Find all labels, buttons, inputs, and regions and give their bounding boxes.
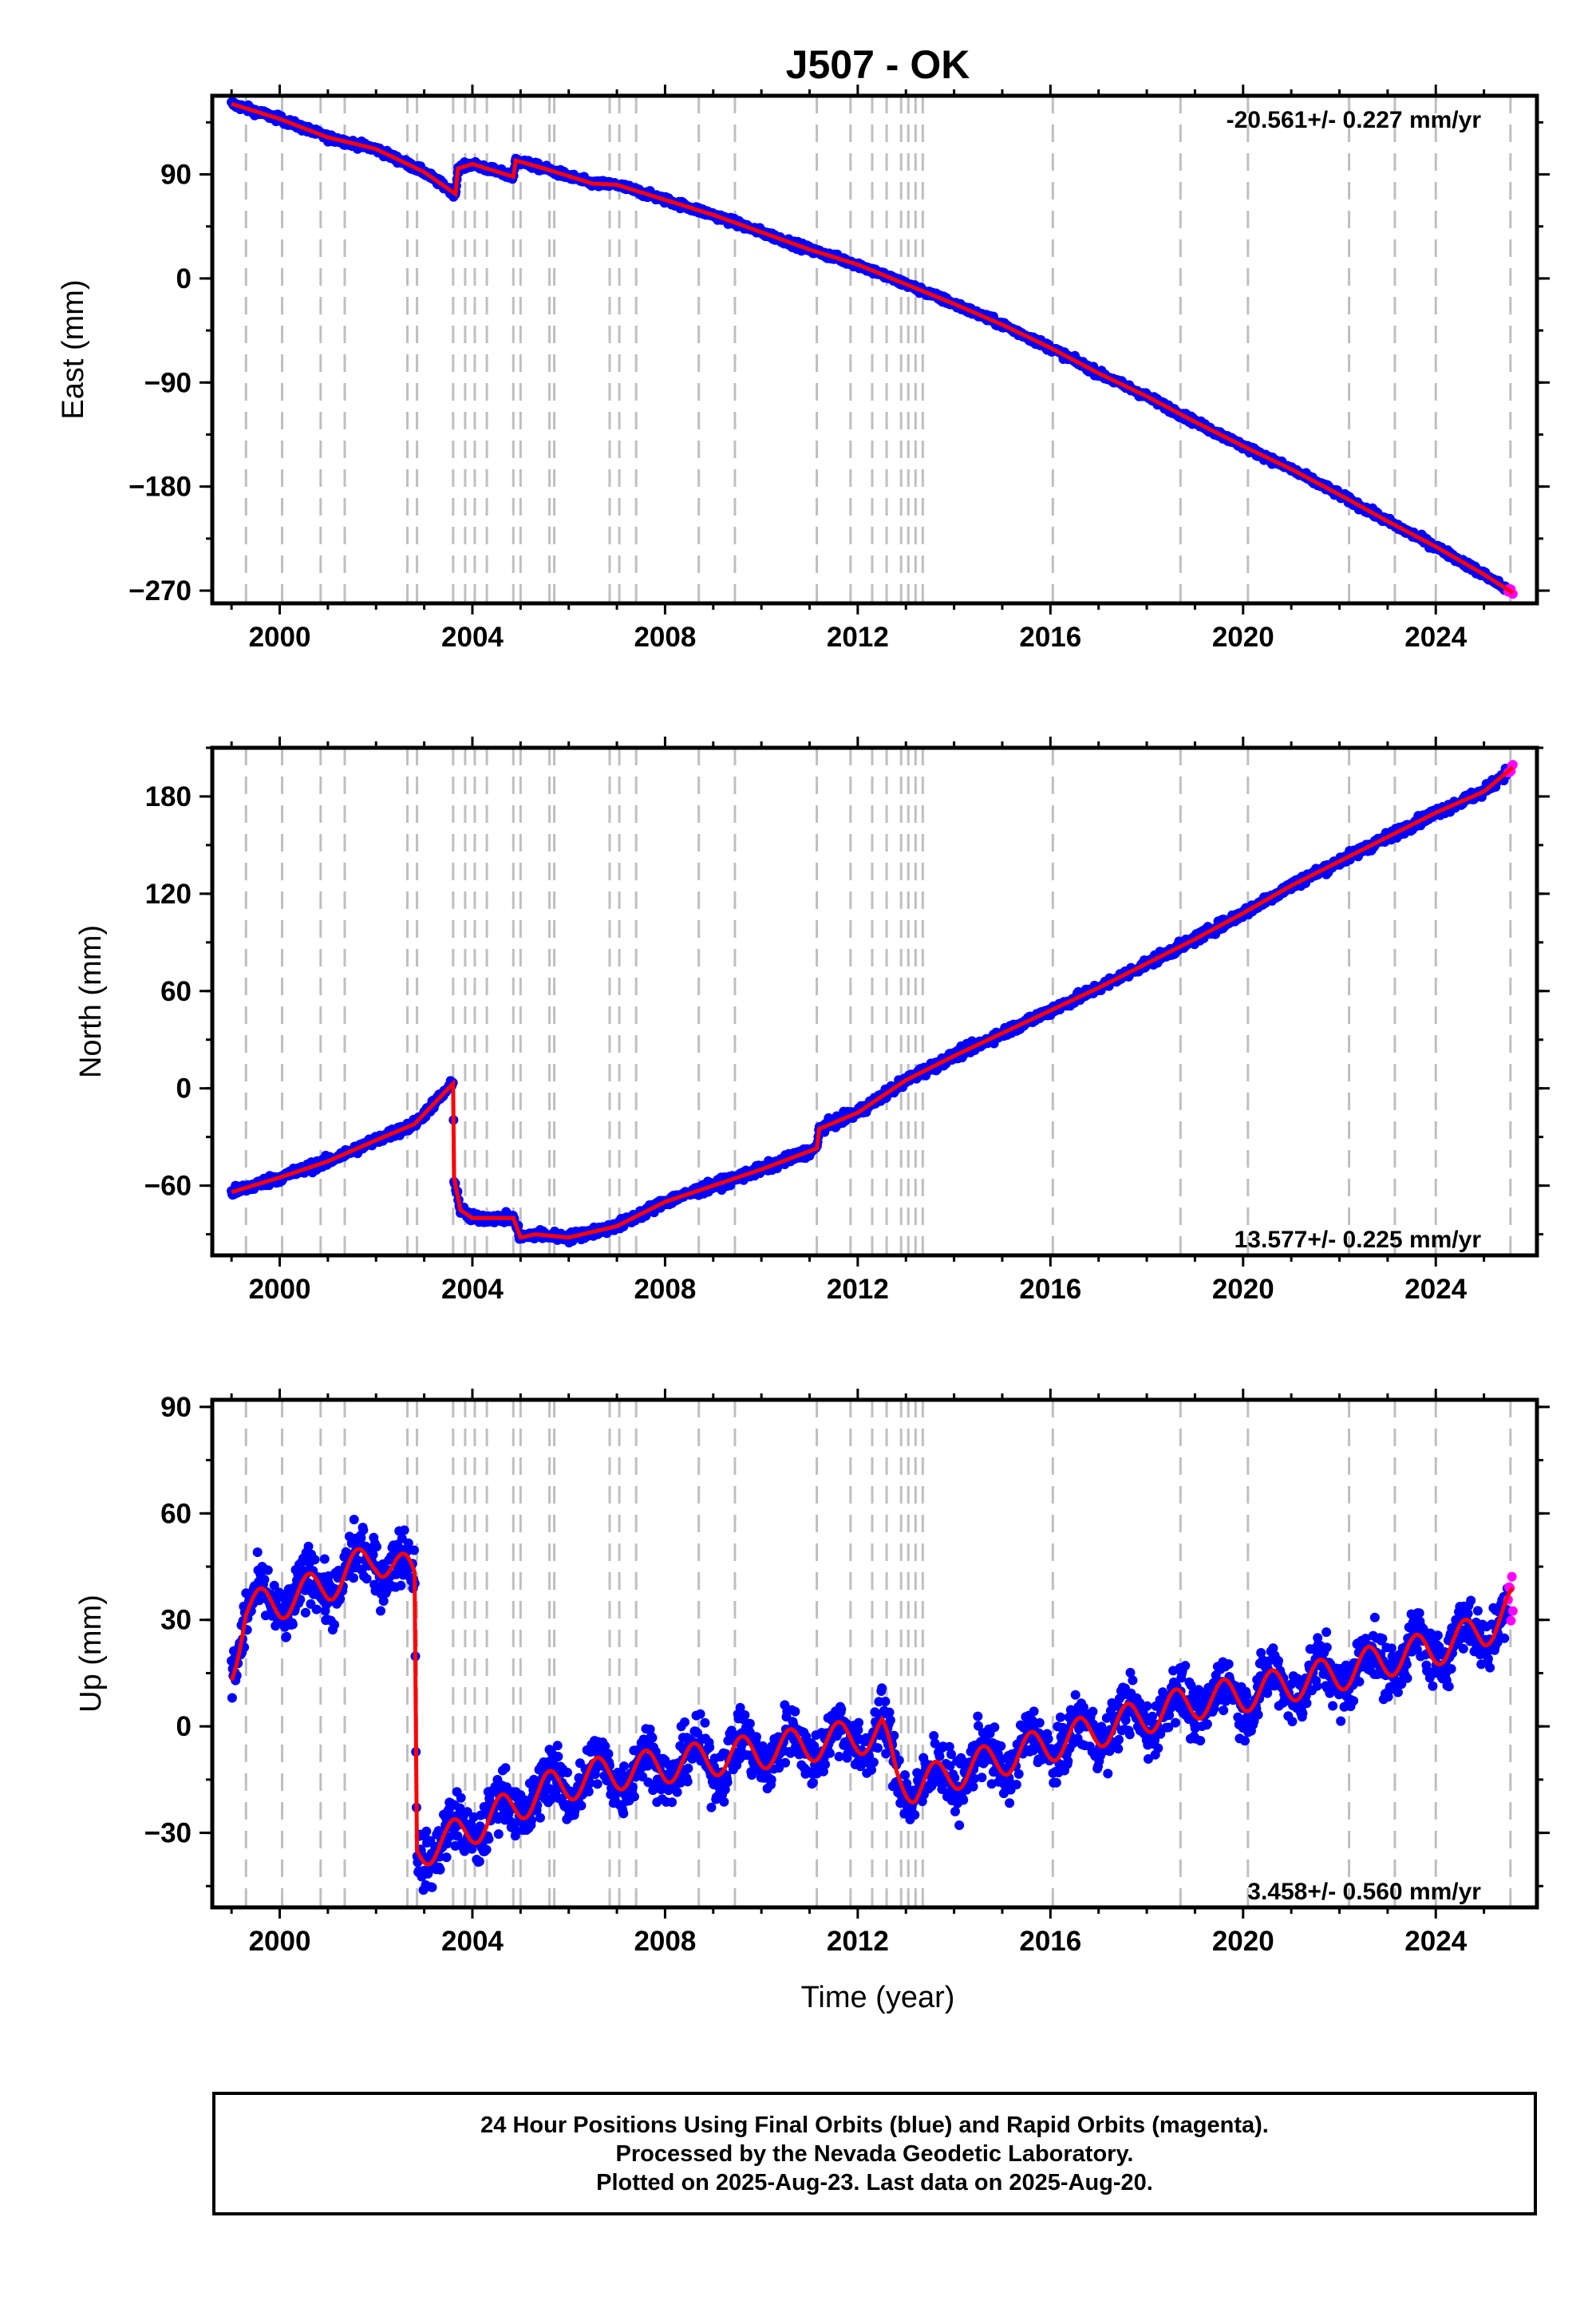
data-point [282,1631,291,1642]
model-fit-line [231,101,1515,595]
y-axis-label: North (mm) [74,925,108,1078]
y-tick-label: 0 [176,263,192,294]
x-tick-label: 2012 [827,622,889,653]
data-point [287,1619,298,1630]
x-tick-label: 2020 [1212,622,1274,653]
x-tick-label: 2016 [1019,1274,1081,1305]
x-tick-label: 2012 [827,1274,889,1305]
velocity-rate-label: -20.561+/- 0.227 mm/yr [1227,107,1482,133]
y-axis-label: East (mm) [57,279,90,419]
y-tick-label: −90 [144,367,192,398]
plot-frame [210,745,1539,1258]
data-point [311,1604,322,1614]
y-tick-label: 180 [145,781,192,812]
y-tick-label: 60 [160,976,192,1007]
data-point [349,1515,359,1524]
x-tick-label: 2020 [1212,1274,1274,1305]
data-point [330,1619,340,1630]
plot-frame [210,93,1539,606]
data-point [358,1525,369,1535]
north-panel: 2000 2004 2008 2012 2016 2020 2024 180 120 60 0 −60… [74,737,1550,1305]
data-point [300,1607,310,1618]
final-orbit-points [227,97,1513,596]
x-tick-label: 2008 [634,622,696,653]
y-tick-label: −60 [144,1171,192,1202]
y-tick-label: −180 [128,472,192,503]
east-panel: 2000 2004 2008 2012 2016 2020 2024 90 0 −90 −180 −2… [57,85,1550,653]
x-tick-label: 2004 [441,622,504,653]
data-point [310,1555,320,1565]
figure-title: J507 - OK [786,42,970,87]
data-point [319,1554,330,1564]
x-tick-label: 2004 [441,1274,504,1305]
final-orbit-points [227,1515,1513,1895]
data-point [372,1542,381,1551]
velocity-rate-label: 13.577+/- 0.225 mm/yr [1235,1227,1482,1253]
up-panel: 2000 2004 2008 2012 2016 2020 20249060300−30Up… [74,1389,1550,1957]
y-tick-label: 90 [160,160,192,191]
y-tick-label: 0 [176,1073,192,1105]
x-tick-label: 2024 [1404,622,1467,653]
y-tick-label: −270 [128,575,192,607]
data-point [252,1547,263,1557]
data-point [349,1573,358,1583]
y-tick-label: 120 [145,879,192,910]
data-point [259,1575,270,1585]
data-point [263,1565,273,1575]
x-tick-label: 2008 [634,1274,696,1305]
data-point [361,1574,372,1584]
x-tick-label: 2024 [1404,1274,1467,1305]
data-point [254,1595,264,1606]
x-tick-label: 2000 [249,622,311,653]
x-tick-label: 2000 [249,1274,311,1305]
x-tick-label: 2016 [1019,622,1081,653]
data-point [227,1693,237,1703]
final-orbit-points [227,763,1513,1248]
